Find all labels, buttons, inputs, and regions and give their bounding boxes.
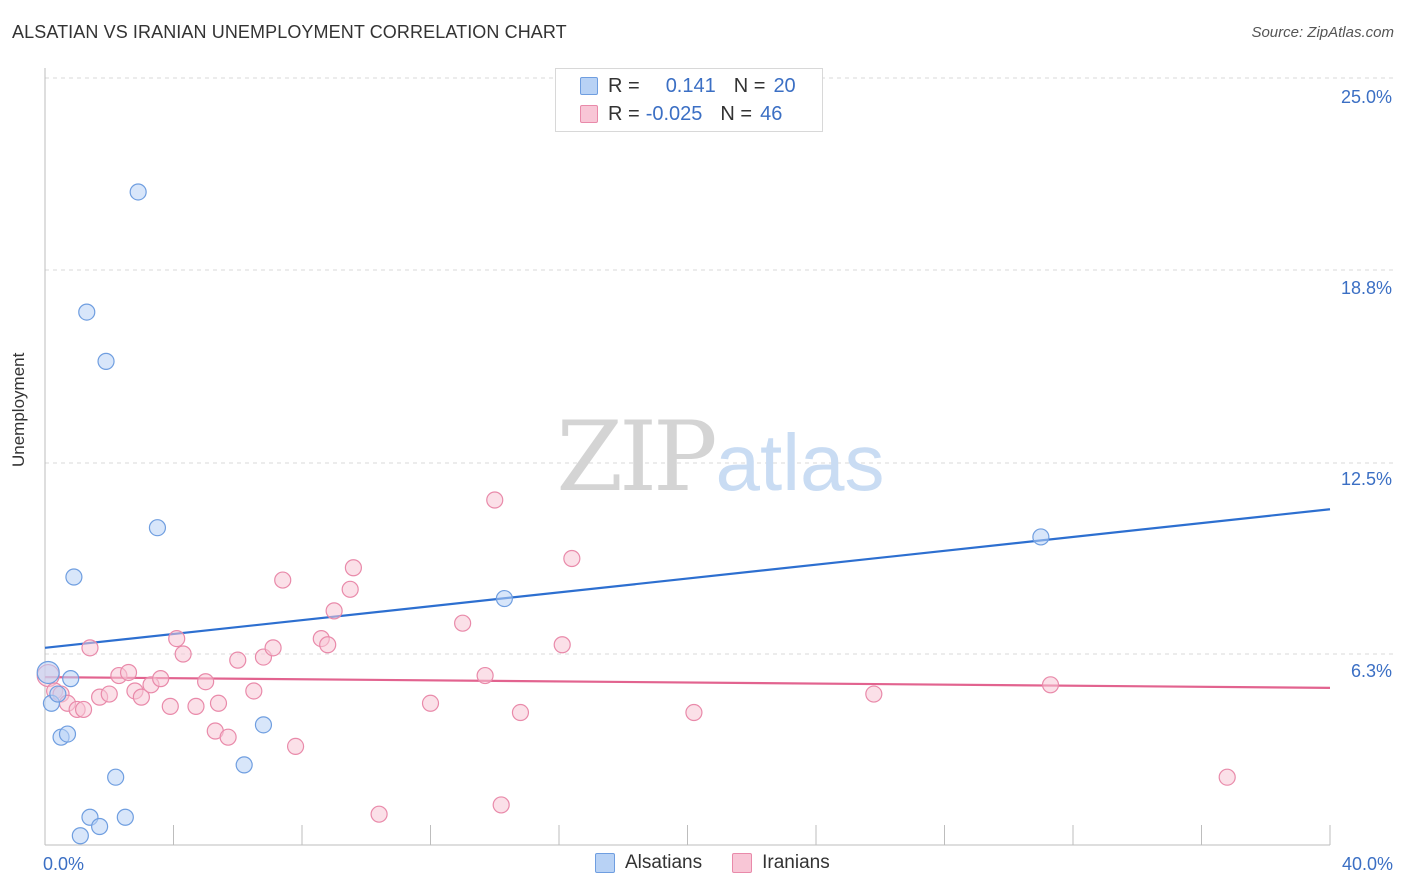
legend-r-label: R = bbox=[608, 102, 640, 125]
iranians-point bbox=[476, 666, 494, 685]
legend-n-value: 46 bbox=[760, 102, 783, 125]
tick-label-layer: 6.3% 12.5% 18.8% 25.0% 0.0% 40.0% bbox=[43, 87, 1393, 874]
iranians-point bbox=[119, 663, 138, 682]
legend-n-label: N = bbox=[720, 102, 753, 125]
alsatians-point bbox=[62, 670, 80, 688]
point-layer bbox=[36, 183, 1236, 845]
alsatians-point bbox=[78, 303, 96, 321]
iranians-point bbox=[454, 614, 472, 632]
axis-layer bbox=[44, 68, 1331, 846]
y-tick-label: 18.8% bbox=[1341, 278, 1392, 298]
source-label: Source: ZipAtlas.com bbox=[1251, 24, 1394, 41]
iranians-point bbox=[197, 673, 215, 691]
legend-row-alsatians: R = 0.141 N = 20 bbox=[580, 73, 796, 99]
alsatians-point bbox=[107, 768, 125, 786]
legend-n-label: N = bbox=[733, 74, 766, 97]
alsatians-point bbox=[65, 568, 83, 586]
series-legend-alsatians: Alsatians bbox=[595, 852, 702, 874]
iranians-point bbox=[219, 728, 237, 746]
y-tick-label: 25.0% bbox=[1341, 87, 1392, 107]
alsatians-trend-line bbox=[44, 508, 1331, 649]
iranians-point bbox=[209, 694, 228, 712]
x-tick-label: 0.0% bbox=[43, 854, 84, 874]
alsatians-point bbox=[495, 589, 513, 608]
alsatians-point bbox=[91, 817, 109, 836]
iranians-point bbox=[245, 682, 263, 700]
correlation-legend: R = 0.141 N = 20 R = -0.025 N = 46 bbox=[555, 68, 823, 132]
iranians-point bbox=[341, 580, 359, 598]
iranians-point bbox=[229, 651, 247, 669]
iranians-point bbox=[74, 700, 93, 719]
alsatians-point bbox=[71, 827, 89, 845]
series-swatch-alsatians bbox=[595, 853, 615, 873]
iranians-point bbox=[370, 805, 388, 823]
iranians-point bbox=[286, 737, 305, 756]
iranians-point bbox=[511, 703, 530, 722]
alsatians-point bbox=[97, 352, 115, 370]
y-tick-label: 12.5% bbox=[1341, 469, 1392, 489]
iranians-point bbox=[553, 636, 571, 654]
legend-swatch-iranians bbox=[580, 105, 598, 123]
iranians-point bbox=[100, 685, 118, 703]
trend-layer bbox=[44, 508, 1331, 689]
alsatians-point bbox=[116, 808, 134, 826]
iranians-point bbox=[685, 703, 703, 722]
alsatians-point bbox=[254, 716, 273, 734]
iranians-point bbox=[492, 796, 510, 814]
iranians-point bbox=[152, 670, 170, 688]
iranians-point bbox=[325, 602, 343, 620]
iranians-trend-line bbox=[44, 676, 1331, 689]
alsatians-point bbox=[36, 660, 60, 685]
alsatians-point bbox=[129, 183, 147, 201]
iranians-point bbox=[132, 688, 150, 706]
legend-swatch-alsatians bbox=[580, 77, 598, 95]
alsatians-point bbox=[58, 725, 77, 743]
iranians-point bbox=[319, 636, 337, 654]
iranians-point bbox=[81, 639, 99, 657]
alsatians-point bbox=[235, 756, 253, 774]
series-legend-iranians: Iranians bbox=[732, 852, 830, 874]
watermark-zip: ZIP bbox=[556, 401, 715, 513]
alsatians-point bbox=[148, 519, 167, 537]
iranians-point bbox=[1041, 676, 1060, 694]
legend-row-iranians: R = -0.025 N = 46 bbox=[580, 101, 782, 127]
iranians-point bbox=[344, 559, 362, 577]
legend-r-label: R = bbox=[608, 74, 640, 97]
watermark: ZIP atlas bbox=[556, 401, 884, 513]
iranians-point bbox=[421, 694, 440, 712]
iranians-point bbox=[174, 645, 192, 663]
series-legend: Alsatians Iranians bbox=[595, 852, 860, 874]
alsatians-point bbox=[49, 685, 67, 703]
chart-title: ALSATIAN VS IRANIAN UNEMPLOYMENT CORRELA… bbox=[12, 22, 567, 42]
iranians-point bbox=[486, 491, 504, 509]
grid-layer bbox=[45, 77, 1395, 655]
y-tick-label: 6.3% bbox=[1351, 661, 1392, 681]
iranians-point bbox=[168, 629, 186, 648]
alsatians-point bbox=[1032, 528, 1050, 546]
watermark-atlas: atlas bbox=[716, 418, 885, 507]
x-tick-label: 40.0% bbox=[1342, 854, 1393, 874]
iranians-point bbox=[274, 571, 292, 589]
iranians-point bbox=[264, 639, 282, 657]
y-axis-label: Unemployment bbox=[9, 352, 28, 467]
series-label-alsatians: Alsatians bbox=[625, 852, 703, 873]
iranians-point bbox=[161, 697, 179, 715]
legend-r-value: -0.025 bbox=[645, 102, 703, 125]
series-label-iranians: Iranians bbox=[762, 852, 830, 873]
iranians-point bbox=[563, 549, 581, 568]
iranians-point bbox=[865, 685, 883, 703]
series-swatch-iranians bbox=[732, 853, 753, 873]
legend-r-value: 0.141 bbox=[665, 74, 716, 97]
iranians-point bbox=[187, 697, 205, 715]
iranians-point bbox=[1218, 768, 1236, 786]
legend-n-value: 20 bbox=[773, 74, 796, 97]
